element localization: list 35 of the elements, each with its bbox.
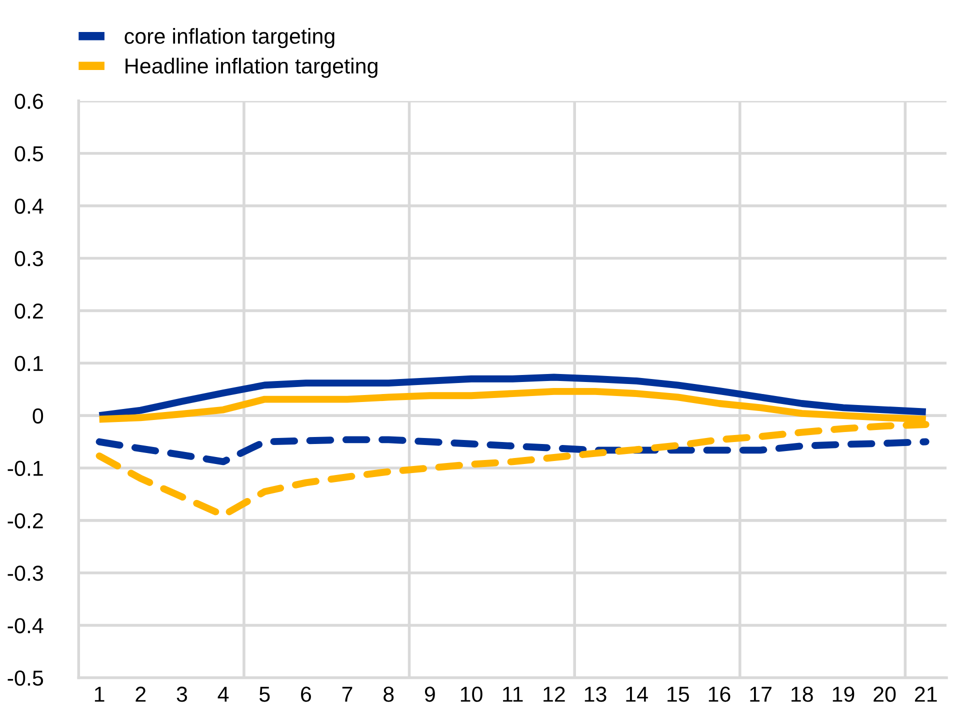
x-tick-label: 8 bbox=[384, 686, 394, 702]
x-tick-label: 20 bbox=[874, 686, 896, 702]
x-tick-label: 1 bbox=[94, 686, 104, 702]
x-tick-label: 21 bbox=[914, 686, 937, 702]
x-tick-label: 9 bbox=[424, 686, 435, 702]
x-tick-label: 5 bbox=[259, 686, 270, 702]
y-tick-label: 0.4 bbox=[14, 198, 44, 214]
y-tick-label: 0.2 bbox=[14, 303, 43, 319]
y-tick-label: -0.3 bbox=[8, 566, 43, 581]
y-tick-label: -0.4 bbox=[8, 618, 44, 634]
legend-label: core inflation targeting bbox=[124, 28, 334, 48]
y-tick-label: 0.6 bbox=[14, 94, 43, 109]
x-tick-label: 19 bbox=[832, 686, 854, 702]
y-tick-label: -0.1 bbox=[8, 460, 43, 476]
x-tick-label: 11 bbox=[503, 686, 523, 702]
y-tick-label: 0.3 bbox=[14, 251, 43, 266]
y-tick-label: 0 bbox=[32, 408, 44, 424]
x-tick-label: 3 bbox=[176, 686, 187, 702]
x-tick-label: 14 bbox=[626, 686, 648, 702]
x-tick-label: 10 bbox=[460, 686, 482, 702]
x-tick-label: 6 bbox=[301, 686, 311, 702]
y-tick-label: -0.5 bbox=[8, 670, 44, 686]
legend-label: Headline inflation targeting bbox=[126, 58, 378, 78]
x-tick-label: 7 bbox=[342, 686, 352, 702]
x-tick-label: 2 bbox=[136, 686, 146, 702]
y-tick-label: 0.5 bbox=[14, 146, 44, 162]
y-tick-label: -0.2 bbox=[8, 513, 43, 528]
x-tick-label: 12 bbox=[544, 686, 565, 702]
x-tick-label: 18 bbox=[792, 686, 813, 702]
x-tick-label: 13 bbox=[584, 686, 606, 702]
x-tick-label: 16 bbox=[708, 686, 730, 702]
x-tick-label: 4 bbox=[218, 686, 229, 702]
y-tick-label: 0.1 bbox=[14, 356, 43, 372]
x-tick-label: 17 bbox=[750, 686, 772, 702]
x-tick-label: 15 bbox=[668, 686, 689, 702]
